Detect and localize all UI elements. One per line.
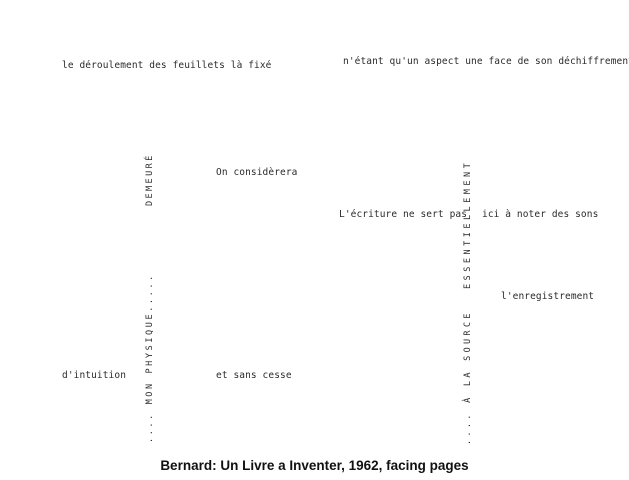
figure-caption: Bernard: Un Livre a Inventer, 1962, faci…: [160, 458, 469, 473]
right-vertical-source: .... À LA SOURCE: [463, 310, 473, 445]
left-bottom-left: d'intuition: [62, 370, 127, 381]
left-top-line: le déroulement des feuillets là fixé: [62, 60, 272, 71]
right-recording-line: l'enregistrement: [501, 291, 595, 302]
left-vertical-physique: .... MON PHYSIQUE.....: [145, 273, 155, 443]
right-writing-line-a: L'écriture ne sert pas: [339, 209, 468, 220]
left-bottom-right: et sans cesse: [216, 370, 292, 381]
right-vertical-essentiellement: ESSENTIELLEMENT: [463, 159, 473, 289]
right-writing-line-b: ici à noter des sons: [482, 209, 599, 220]
right-top-line: n'étant qu'un aspect une face de son déc…: [343, 56, 629, 67]
left-vertical-demeure: DEMEURÉ: [145, 153, 155, 206]
left-mid-line: On considèrera: [216, 167, 298, 178]
